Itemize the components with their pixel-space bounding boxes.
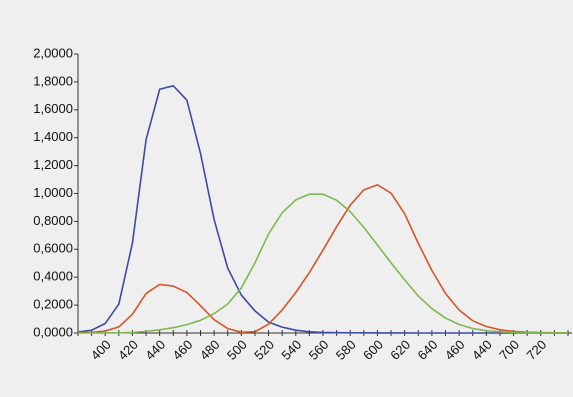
series-line	[77, 184, 569, 334]
y-tick-label: 0,8000	[33, 213, 73, 228]
y-tick-label: 1,0000	[33, 185, 73, 200]
series-line	[77, 84, 568, 334]
y-tick-label: 0,4000	[33, 269, 73, 284]
y-tick-label: 0,2000	[33, 297, 73, 312]
y-tick-label: 1,2000	[33, 157, 73, 172]
y-tick-label: 1,8000	[33, 73, 73, 88]
y-tick-label: 0,0000	[33, 324, 73, 339]
y-tick-label: 1,6000	[33, 101, 73, 116]
y-tick-label: 2,0000	[33, 45, 73, 60]
y-tick-label: 0,6000	[33, 241, 73, 256]
y-tick-label: 1,4000	[33, 129, 73, 144]
series-line	[77, 193, 569, 334]
